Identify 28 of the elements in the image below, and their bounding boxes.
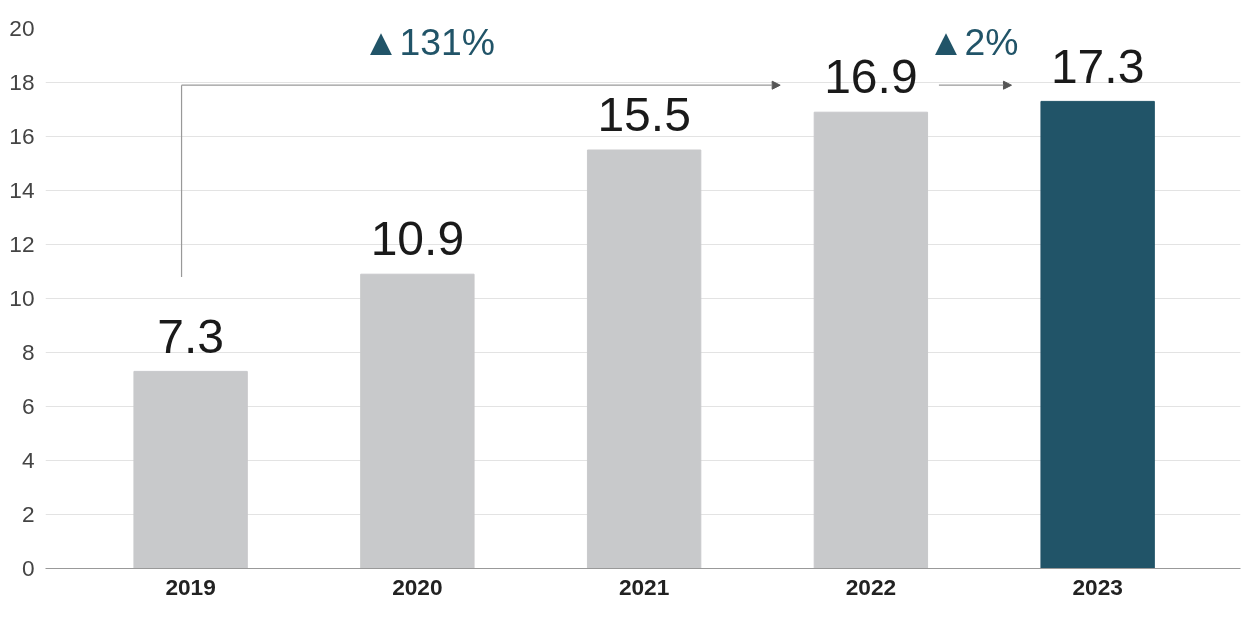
data-label: 17.3: [1050, 39, 1145, 93]
x-tick-label: 2021: [618, 573, 670, 600]
y-tick-label: 18: [9, 69, 35, 95]
y-tick-label: 20: [9, 15, 35, 41]
x-tick-label: 2019: [165, 573, 216, 600]
bar: [360, 273, 475, 569]
data-label: 15.5: [597, 88, 691, 142]
y-tick-label: 6: [21, 393, 35, 419]
data-label: 10.9: [370, 212, 465, 266]
x-tick-label: 2022: [845, 573, 897, 600]
bar: [133, 370, 248, 569]
y-tick-label: 0: [21, 555, 35, 581]
x-tick-label: 2023: [1072, 573, 1123, 600]
data-label: 7.3: [157, 309, 224, 363]
y-tick-label: 2: [21, 501, 35, 527]
bar: [813, 111, 929, 569]
x-tick-label: 2020: [392, 573, 443, 600]
data-label: 16.9: [824, 50, 918, 104]
bar: [586, 149, 702, 569]
y-tick-label: 16: [9, 123, 35, 149]
y-tick-label: 12: [9, 231, 35, 257]
y-tick-label: 4: [21, 447, 35, 473]
annotation: ▲2%: [927, 21, 1019, 63]
y-tick-label: 8: [21, 339, 35, 365]
bar: [1040, 100, 1155, 569]
annotation: ▲131%: [362, 21, 495, 63]
y-tick-label: 14: [9, 177, 35, 203]
y-tick-label: 10: [9, 285, 35, 311]
